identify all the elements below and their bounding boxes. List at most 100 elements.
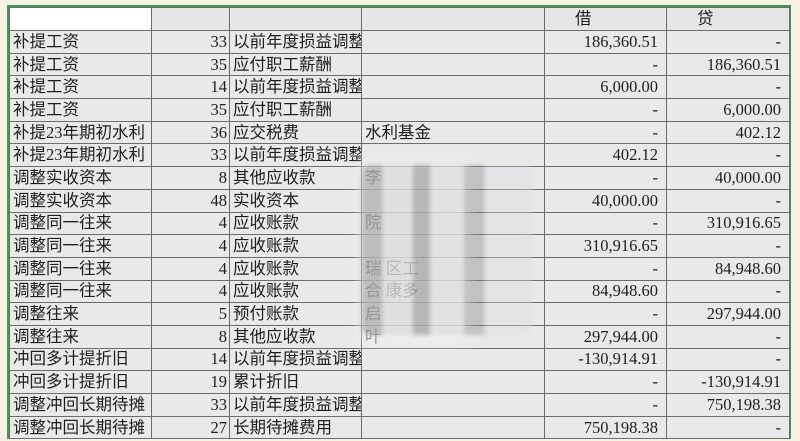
credit-cell[interactable]: 84,948.60 xyxy=(666,256,790,281)
sub-account-cell[interactable]: 李 xyxy=(361,166,545,190)
summary-cell[interactable]: 调整实收资本 xyxy=(9,166,152,190)
debit-cell[interactable]: -130,914.91 xyxy=(544,347,667,372)
credit-cell[interactable]: - xyxy=(666,234,790,258)
summary-cell[interactable]: 补提工资 xyxy=(9,52,152,77)
summary-cell[interactable]: 调整同一往来 xyxy=(9,234,152,258)
account-name-cell[interactable]: 以前年度损益调整 xyxy=(229,393,362,417)
account-name-cell[interactable]: 其他应收款 xyxy=(229,166,362,190)
summary-cell[interactable]: 冲回多计提折旧 xyxy=(9,370,152,394)
credit-cell[interactable]: - xyxy=(666,75,790,100)
account-code-cell[interactable]: 35 xyxy=(151,52,230,77)
credit-cell[interactable]: -130,914.91 xyxy=(666,370,790,394)
debit-cell[interactable]: 402.12 xyxy=(544,143,667,168)
account-code-cell[interactable]: 33 xyxy=(151,30,230,54)
account-name-cell[interactable]: 应收账款 xyxy=(229,279,362,304)
account-code-cell[interactable]: 27 xyxy=(151,415,230,440)
credit-cell[interactable]: - xyxy=(666,188,790,213)
summary-cell[interactable]: 补提23年期初水利 xyxy=(9,120,152,145)
debit-cell[interactable]: 6,000.00 xyxy=(544,75,667,100)
account-name-cell[interactable]: 以前年度损益调整 xyxy=(229,347,362,372)
header-cell[interactable] xyxy=(361,7,545,31)
debit-cell[interactable]: 40,000.00 xyxy=(544,188,667,213)
debit-cell[interactable]: - xyxy=(544,370,667,394)
sub-account-cell[interactable] xyxy=(361,75,545,100)
credit-cell[interactable]: - xyxy=(666,324,790,349)
account-code-cell[interactable]: 19 xyxy=(151,370,230,394)
summary-cell[interactable]: 补提工资 xyxy=(9,98,152,122)
debit-cell[interactable]: 750,198.38 xyxy=(544,415,667,440)
sub-account-cell[interactable] xyxy=(361,234,545,258)
account-name-cell[interactable]: 应收账款 xyxy=(229,211,362,236)
account-name-cell[interactable]: 应收账款 xyxy=(229,256,362,281)
sub-account-cell[interactable]: 瑞 区工 xyxy=(361,256,545,281)
account-code-cell[interactable]: 48 xyxy=(151,188,230,213)
debit-cell[interactable]: 297,944.00 xyxy=(544,324,667,349)
account-code-cell[interactable]: 8 xyxy=(151,324,230,349)
summary-cell[interactable]: 调整冲回长期待摊 xyxy=(9,393,152,417)
credit-cell[interactable]: 402.12 xyxy=(666,120,790,145)
header-cell[interactable] xyxy=(151,7,230,31)
debit-header[interactable]: 借 xyxy=(544,7,667,31)
account-name-cell[interactable]: 累计折旧 xyxy=(229,370,362,394)
account-code-cell[interactable]: 14 xyxy=(151,347,230,372)
credit-cell[interactable]: 297,944.00 xyxy=(666,302,790,326)
debit-cell[interactable]: - xyxy=(544,302,667,326)
credit-cell[interactable]: 186,360.51 xyxy=(666,52,790,77)
sub-account-cell[interactable]: 启 xyxy=(361,302,545,326)
account-code-cell[interactable]: 33 xyxy=(151,143,230,168)
sub-account-cell[interactable] xyxy=(361,52,545,77)
sub-account-cell[interactable] xyxy=(361,143,545,168)
sub-account-cell[interactable] xyxy=(361,98,545,122)
account-code-cell[interactable]: 4 xyxy=(151,234,230,258)
summary-cell[interactable]: 补提工资 xyxy=(9,75,152,100)
account-name-cell[interactable]: 应付职工薪酬 xyxy=(229,98,362,122)
debit-cell[interactable]: - xyxy=(544,393,667,417)
debit-cell[interactable]: - xyxy=(544,211,667,236)
summary-cell[interactable]: 调整往来 xyxy=(9,302,152,326)
summary-cell[interactable]: 调整同一往来 xyxy=(9,279,152,304)
account-name-cell[interactable]: 应收账款 xyxy=(229,234,362,258)
account-code-cell[interactable]: 4 xyxy=(151,279,230,304)
credit-cell[interactable]: 310,916.65 xyxy=(666,211,790,236)
debit-cell[interactable]: 310,916.65 xyxy=(544,234,667,258)
sub-account-cell[interactable]: 院 xyxy=(361,211,545,236)
sub-account-cell[interactable] xyxy=(361,415,545,440)
summary-cell[interactable]: 调整同一往来 xyxy=(9,256,152,281)
debit-cell[interactable]: - xyxy=(544,166,667,190)
account-name-cell[interactable]: 以前年度损益调整 xyxy=(229,75,362,100)
account-name-cell[interactable]: 应付职工薪酬 xyxy=(229,52,362,77)
account-name-cell[interactable]: 预付账款 xyxy=(229,302,362,326)
credit-cell[interactable]: 6,000.00 xyxy=(666,98,790,122)
debit-cell[interactable]: - xyxy=(544,256,667,281)
sub-account-cell[interactable] xyxy=(361,188,545,213)
summary-cell[interactable]: 调整往来 xyxy=(9,324,152,349)
account-name-cell[interactable]: 应交税费 xyxy=(229,120,362,145)
credit-cell[interactable]: - xyxy=(666,415,790,440)
summary-cell[interactable]: 调整同一往来 xyxy=(9,211,152,236)
account-code-cell[interactable]: 35 xyxy=(151,98,230,122)
account-name-cell[interactable]: 以前年度损益调整 xyxy=(229,143,362,168)
account-code-cell[interactable]: 4 xyxy=(151,256,230,281)
sub-account-cell[interactable] xyxy=(361,347,545,372)
summary-cell[interactable]: 补提工资 xyxy=(9,30,152,54)
debit-cell[interactable]: 84,948.60 xyxy=(544,279,667,304)
header-cell[interactable] xyxy=(229,7,362,31)
credit-cell[interactable]: 750,198.38 xyxy=(666,393,790,417)
credit-cell[interactable]: - xyxy=(666,30,790,54)
account-code-cell[interactable]: 8 xyxy=(151,166,230,190)
credit-cell[interactable]: - xyxy=(666,279,790,304)
debit-cell[interactable]: - xyxy=(544,98,667,122)
sub-account-cell[interactable] xyxy=(361,370,545,394)
sub-account-cell[interactable] xyxy=(361,393,545,417)
sub-account-cell[interactable]: 合 康多 xyxy=(361,279,545,304)
summary-cell[interactable]: 调整实收资本 xyxy=(9,188,152,213)
summary-cell[interactable]: 冲回多计提折旧 xyxy=(9,347,152,372)
summary-cell[interactable]: 调整冲回长期待摊 xyxy=(9,415,152,440)
account-name-cell[interactable]: 其他应收款 xyxy=(229,324,362,349)
account-code-cell[interactable]: 36 xyxy=(151,120,230,145)
header-cell[interactable] xyxy=(9,7,152,31)
credit-header[interactable]: 贷 xyxy=(666,7,790,31)
account-name-cell[interactable]: 实收资本 xyxy=(229,188,362,213)
credit-cell[interactable]: 40,000.00 xyxy=(666,166,790,190)
sub-account-cell[interactable]: 水利基金 xyxy=(361,120,545,145)
